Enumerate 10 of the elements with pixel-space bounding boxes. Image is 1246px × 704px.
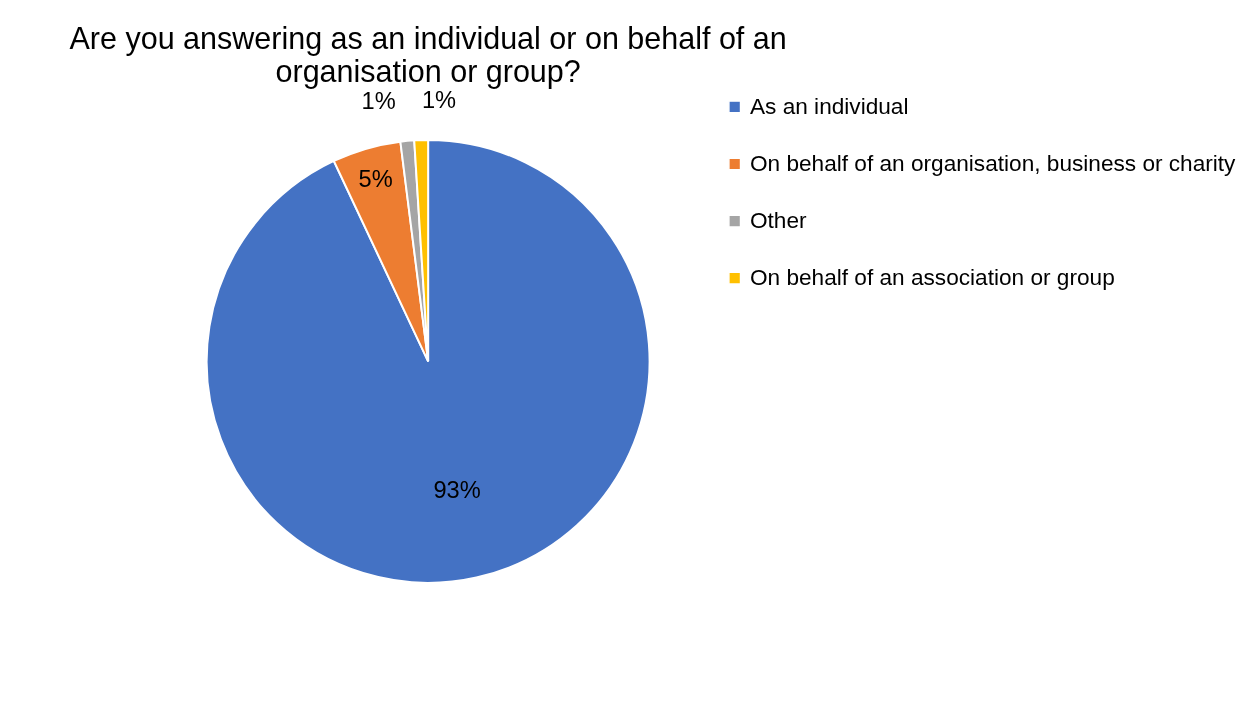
pie-slice bbox=[205, 138, 651, 584]
legend-label: On behalf of an organisation, business or charity bbox=[749, 150, 1237, 176]
data-label: 1% bbox=[421, 86, 457, 113]
legend-label: As an individual bbox=[749, 93, 909, 119]
data-label: 93% bbox=[433, 476, 481, 503]
data-label: 5% bbox=[358, 166, 393, 193]
legend-label: Other bbox=[749, 207, 808, 233]
legend-label: On behalf of an association or group bbox=[749, 265, 1115, 291]
data-label: 1% bbox=[361, 87, 396, 114]
chart-title: Are you answering as an individual or on behalf of an organisation or group? bbox=[69, 21, 787, 89]
